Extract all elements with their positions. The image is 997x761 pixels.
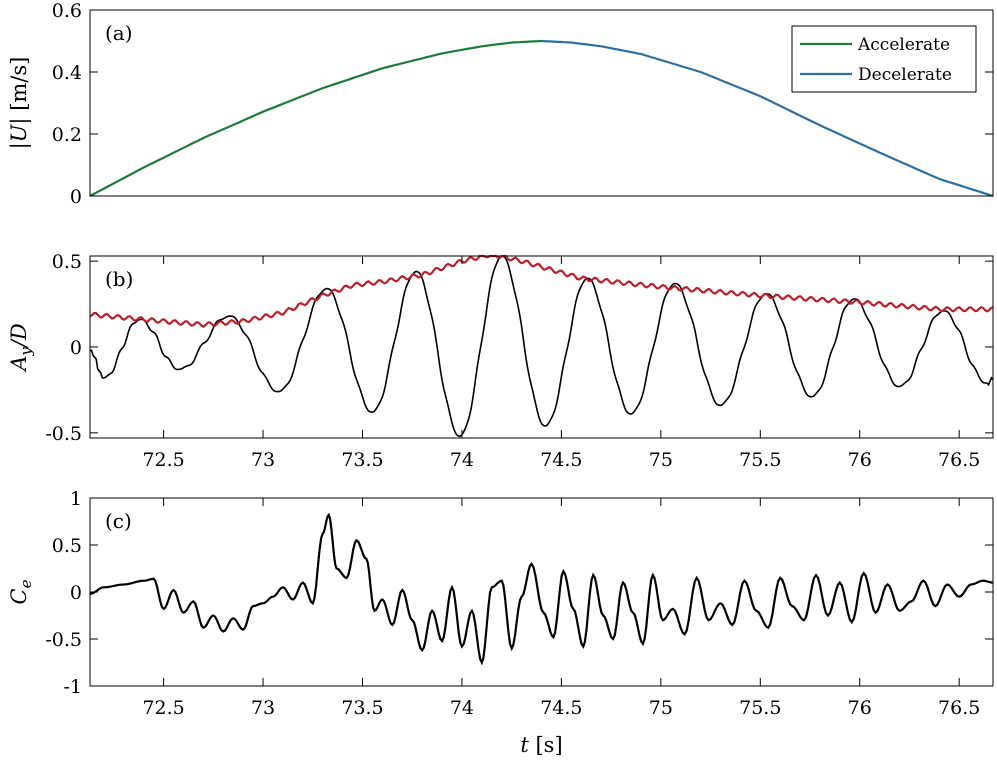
panel-b-ylabel-tail: /D <box>7 323 31 349</box>
xlabel-units: [s] <box>535 733 562 757</box>
panel-c-xtick-label: 73.5 <box>341 697 383 719</box>
legend-label-decelerate: Decelerate <box>858 65 952 85</box>
panel-a-plot-area <box>89 39 994 198</box>
panel-c-xtick-label: 74.5 <box>540 697 582 719</box>
panel-c-ytick-label: -1 <box>63 676 82 698</box>
panel-c-xtick-label: 73 <box>251 697 275 719</box>
panel-a-ytick-label: 0 <box>70 186 82 208</box>
panel-b-xtick-label: 76.5 <box>938 449 980 471</box>
panel-c-xtick-label: 75 <box>649 697 673 719</box>
panel-a-ytick-label: 0.6 <box>52 0 82 22</box>
xlabel-variable: t <box>520 733 529 757</box>
panel-b-ytick-label: 0 <box>70 337 82 359</box>
panel-b-xtick-label: 74 <box>450 449 474 471</box>
panel-b-ytick-label: -0.5 <box>45 423 82 445</box>
panel-c-ytick-label: 1 <box>70 488 82 510</box>
panel-c-ylabel-subscript: e <box>17 579 35 588</box>
panel-b-xtick-label: 72.5 <box>142 449 184 471</box>
panel-a-axes-frame <box>89 9 994 197</box>
panel-b: -0.5 0 0.5 72.5 73 73.5 74 74.5 75 75.5 76 76.5 (b)… <box>7 251 994 471</box>
panel-a-legend: Accelerate Decelerate <box>791 25 977 93</box>
panel-b-xtick-label: 75 <box>649 449 673 471</box>
panel-a-ylabel-variable: U <box>7 123 31 142</box>
panel-c-ticks: -1 -0.5 0 0.5 1 72.5 73 73.5 74 74.5 75 75.5 76 76.5 <box>45 488 993 719</box>
panel-c-xtick-label: 76.5 <box>938 697 980 719</box>
panel-c-ylabel: Ce <box>7 579 35 604</box>
panel-c-xtick-label: 74 <box>450 697 474 719</box>
panel-c-tag: (c) <box>105 509 132 533</box>
panel-c-plot-area <box>89 512 994 666</box>
panel-b-ticks: -0.5 0 0.5 72.5 73 73.5 74 74.5 75 75.5 76 76.5 <box>45 251 993 471</box>
amplitude-envelope-line <box>89 254 994 328</box>
panel-a-ytick-label: 0.2 <box>52 124 82 146</box>
panel-b-xtick-label: 75.5 <box>739 449 781 471</box>
panel-a: 0 0.2 0.4 0.6 (a) |U| [m/s] Accelerate Decel… <box>7 0 994 208</box>
panel-c-ytick-label: -0.5 <box>45 629 82 651</box>
panel-b-xtick-label: 74.5 <box>540 449 582 471</box>
panel-b-ylabel-subscript: y <box>17 347 35 357</box>
panel-c-xtick-label: 76 <box>848 697 872 719</box>
panel-a-ytick-label: 0.4 <box>52 62 82 84</box>
panel-b-tag: (b) <box>105 267 133 291</box>
panel-b-axes-frame <box>89 255 994 439</box>
panel-a-tag: (a) <box>105 21 133 45</box>
panel-b-ylabel-main: A <box>7 356 31 373</box>
panel-c-xtick-label: 72.5 <box>142 697 184 719</box>
legend-label-accelerate: Accelerate <box>857 35 950 55</box>
panel-b-xtick-label: 76 <box>848 449 872 471</box>
panel-c-xtick-label: 75.5 <box>739 697 781 719</box>
panel-b-xtick-label: 73 <box>251 449 275 471</box>
legend-box <box>791 25 977 93</box>
panel-c-ytick-label: 0.5 <box>52 535 82 557</box>
series-line-accelerate <box>89 39 542 197</box>
panel-c-ytick-label: 0 <box>70 582 82 604</box>
panel-b-plot-area <box>89 254 994 438</box>
panel-b-ylabel: Ay/D <box>7 323 35 373</box>
amplitude-signal-line <box>89 255 994 438</box>
panel-a-ylabel: |U| [m/s] <box>7 57 32 150</box>
coefficient-line <box>89 512 994 666</box>
panel-a-ticks: 0 0.2 0.4 0.6 <box>52 0 993 208</box>
shared-xlabel: t [s] <box>520 733 562 757</box>
series-line-decelerate <box>541 39 994 198</box>
panel-b-ytick-label: 0.5 <box>52 251 82 273</box>
panel-b-xtick-label: 73.5 <box>341 449 383 471</box>
panel-c-ylabel-main: C <box>7 588 31 604</box>
